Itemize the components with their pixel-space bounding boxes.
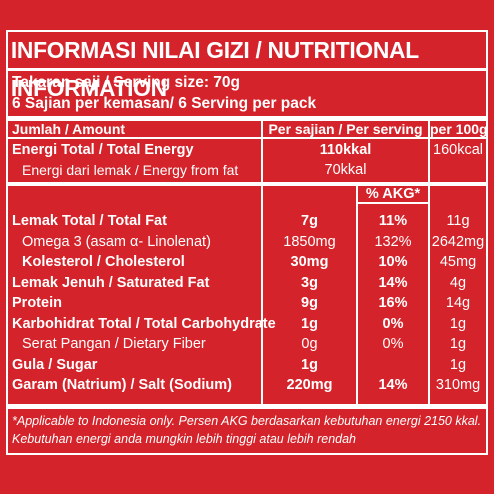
nutrient-label: Lemak Jenuh / Saturated Fat bbox=[12, 274, 210, 291]
divider-title bbox=[6, 68, 488, 71]
nutrient-label: Gula / Sugar bbox=[12, 356, 98, 373]
nutrient-label: Kolesterol / Cholesterol bbox=[22, 254, 185, 270]
nutrient-amount: 7g bbox=[301, 213, 318, 229]
nutrient-label: Lemak Total / Total Fat bbox=[12, 213, 167, 229]
nutrient-amount: 30mg bbox=[290, 254, 329, 270]
nutrient-label: Karbohidrat Total / Total Carbohydrate bbox=[12, 315, 276, 332]
nutrient-per-100g: 11g bbox=[446, 213, 470, 229]
nutrient-label: Omega 3 (asam α- Linolenat) bbox=[22, 233, 211, 250]
energy-per-serving: 110kkal bbox=[319, 142, 372, 158]
nutrient-akg: 14% bbox=[378, 274, 408, 291]
nutrient-akg: 11% bbox=[378, 213, 408, 229]
column-rule-akg bbox=[356, 186, 358, 404]
nutrient-amount: 1850mg bbox=[283, 233, 336, 250]
panel-title: INFORMASI NILAI GIZI / NUTRITIONAL INFOR… bbox=[10, 37, 419, 101]
nutrient-per-100g: 1g bbox=[449, 315, 467, 332]
column-rule-2 bbox=[428, 121, 430, 404]
nutrient-label: Serat Pangan / Dietary Fiber bbox=[22, 336, 206, 352]
nutrient-per-100g: 1g bbox=[449, 356, 467, 373]
nutrient-label: Garam (Natrium) / Salt (Sodium) bbox=[12, 377, 232, 393]
nutrient-akg: 132% bbox=[374, 233, 412, 250]
energy-per-100g: 160kcal bbox=[433, 142, 483, 158]
divider-rows-end bbox=[6, 404, 488, 409]
nutrition-panel bbox=[6, 30, 488, 455]
nutrient-amount: 1g bbox=[301, 356, 318, 373]
nutrient-amount: 1g bbox=[301, 315, 318, 332]
nutrient-akg: 16% bbox=[378, 295, 408, 311]
nutrient-per-100g: 4g bbox=[449, 274, 467, 291]
nutrient-akg: 0% bbox=[382, 336, 404, 352]
energy-label: Energi Total / Total Energy bbox=[12, 142, 194, 158]
per-100g-header: per 100g bbox=[430, 121, 488, 137]
footnote-applicability: *Applicable to Indonesia only. Persen AK… bbox=[12, 414, 482, 428]
nutrient-label: Protein bbox=[12, 295, 62, 311]
nutrient-per-100g: 45mg bbox=[439, 254, 477, 270]
divider-akg bbox=[358, 202, 429, 204]
nutrient-amount: 3g bbox=[301, 274, 318, 291]
nutrient-per-100g: 14g bbox=[445, 295, 471, 311]
energy-fat-per-serving: 70kkal bbox=[324, 162, 367, 178]
nutrient-akg: 0% bbox=[382, 315, 404, 332]
nutrient-akg: 14% bbox=[378, 377, 408, 393]
serving-size: Takaran saji / Serving size: 70g bbox=[12, 74, 241, 91]
akg-header: % AKG* bbox=[365, 186, 421, 202]
nutrient-amount: 9g bbox=[301, 295, 318, 311]
nutrient-per-100g: 2642mg bbox=[431, 233, 485, 250]
servings-per-pack: 6 Sajian per kemasan/ 6 Serving per pack bbox=[12, 95, 317, 112]
column-rule-1 bbox=[261, 121, 263, 404]
nutrient-amount: 220mg bbox=[286, 377, 333, 393]
nutrient-per-100g: 310mg bbox=[435, 377, 481, 393]
divider-serving bbox=[6, 116, 488, 121]
amount-header: Jumlah / Amount bbox=[12, 121, 126, 137]
divider-energy bbox=[6, 182, 488, 186]
per-serving-header: Per sajian / Per serving bbox=[268, 121, 423, 137]
nutrient-amount: 0g bbox=[301, 336, 318, 352]
nutrient-per-100g: 1g bbox=[449, 336, 467, 352]
divider-header bbox=[6, 137, 488, 139]
nutrient-akg: 10% bbox=[378, 254, 408, 270]
energy-fat-label: Energi dari lemak / Energy from fat bbox=[22, 162, 239, 178]
footnote-energy: Kebutuhan energi anda mungkin lebih ting… bbox=[12, 432, 357, 446]
